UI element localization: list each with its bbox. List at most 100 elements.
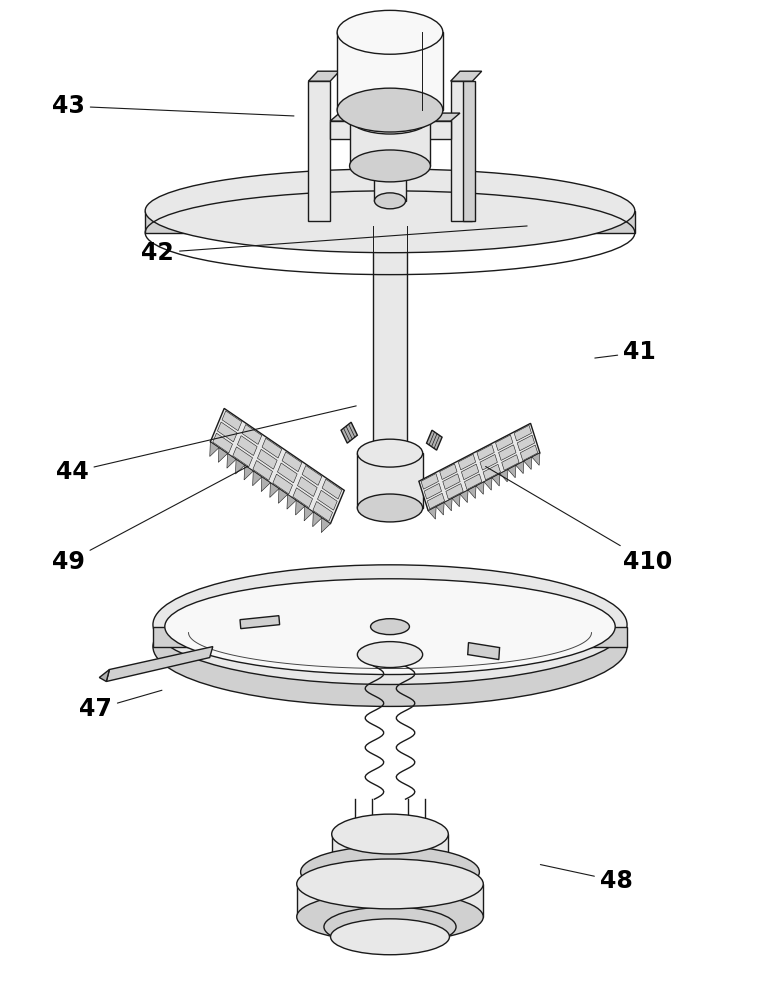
Polygon shape	[262, 438, 282, 458]
Polygon shape	[463, 81, 476, 221]
Ellipse shape	[357, 439, 423, 467]
Polygon shape	[514, 425, 531, 441]
Polygon shape	[444, 498, 452, 511]
Polygon shape	[427, 493, 445, 509]
Polygon shape	[508, 465, 516, 478]
Polygon shape	[296, 884, 484, 917]
Text: 41: 41	[595, 340, 656, 364]
Polygon shape	[270, 483, 279, 497]
Polygon shape	[337, 32, 443, 110]
Ellipse shape	[332, 814, 448, 854]
Polygon shape	[244, 465, 254, 480]
Polygon shape	[99, 670, 109, 681]
Polygon shape	[218, 422, 237, 442]
Ellipse shape	[332, 844, 448, 884]
Polygon shape	[278, 463, 297, 483]
Polygon shape	[374, 161, 406, 201]
Polygon shape	[440, 464, 457, 480]
Polygon shape	[373, 226, 407, 455]
Polygon shape	[520, 445, 537, 461]
Polygon shape	[436, 503, 444, 515]
Ellipse shape	[165, 579, 615, 675]
Polygon shape	[443, 474, 460, 489]
Ellipse shape	[360, 94, 420, 118]
Polygon shape	[218, 448, 228, 462]
Ellipse shape	[374, 153, 406, 169]
Polygon shape	[468, 486, 476, 498]
Ellipse shape	[145, 169, 635, 253]
Polygon shape	[242, 425, 262, 444]
Polygon shape	[330, 121, 451, 139]
Polygon shape	[253, 471, 262, 486]
Polygon shape	[419, 423, 540, 511]
Polygon shape	[308, 71, 339, 81]
Polygon shape	[213, 433, 232, 453]
Polygon shape	[464, 474, 482, 490]
Polygon shape	[428, 507, 436, 519]
Polygon shape	[211, 408, 344, 524]
Polygon shape	[321, 518, 331, 533]
Ellipse shape	[357, 642, 423, 668]
Polygon shape	[480, 454, 498, 470]
Polygon shape	[341, 422, 357, 443]
Polygon shape	[302, 466, 322, 485]
Polygon shape	[502, 455, 519, 470]
Polygon shape	[477, 445, 495, 460]
Text: 410: 410	[486, 467, 672, 574]
Polygon shape	[106, 647, 213, 681]
Polygon shape	[227, 454, 236, 468]
Polygon shape	[451, 81, 473, 221]
Polygon shape	[532, 453, 540, 465]
Polygon shape	[313, 501, 332, 521]
Polygon shape	[278, 489, 288, 503]
Polygon shape	[253, 460, 272, 480]
Polygon shape	[292, 488, 313, 508]
Polygon shape	[516, 461, 524, 474]
Polygon shape	[427, 430, 442, 450]
Polygon shape	[452, 494, 460, 507]
Polygon shape	[257, 449, 277, 469]
Ellipse shape	[331, 919, 449, 955]
Polygon shape	[424, 483, 441, 499]
Ellipse shape	[153, 565, 627, 684]
Polygon shape	[153, 627, 627, 647]
Ellipse shape	[153, 587, 627, 706]
Polygon shape	[360, 106, 420, 118]
Polygon shape	[460, 490, 468, 503]
Ellipse shape	[337, 88, 443, 132]
Polygon shape	[462, 464, 479, 480]
Polygon shape	[476, 482, 484, 494]
Ellipse shape	[324, 907, 456, 947]
Polygon shape	[357, 453, 423, 508]
Polygon shape	[349, 118, 431, 166]
Polygon shape	[236, 459, 245, 474]
Text: 42: 42	[141, 226, 527, 265]
Polygon shape	[332, 834, 448, 864]
Polygon shape	[308, 81, 330, 221]
Polygon shape	[317, 490, 337, 510]
Polygon shape	[495, 435, 513, 451]
Ellipse shape	[296, 859, 484, 909]
Polygon shape	[145, 211, 635, 233]
Polygon shape	[459, 454, 476, 470]
Polygon shape	[492, 474, 500, 486]
Polygon shape	[322, 479, 342, 499]
Ellipse shape	[300, 846, 480, 898]
Polygon shape	[240, 616, 280, 629]
Ellipse shape	[349, 102, 431, 134]
Text: 48: 48	[541, 865, 633, 893]
Polygon shape	[421, 474, 438, 489]
Polygon shape	[524, 457, 532, 469]
Ellipse shape	[337, 10, 443, 54]
Polygon shape	[451, 71, 482, 81]
Ellipse shape	[374, 193, 406, 209]
Text: 43: 43	[52, 94, 294, 118]
Ellipse shape	[349, 150, 431, 182]
Polygon shape	[232, 447, 253, 467]
Polygon shape	[261, 477, 271, 492]
Polygon shape	[273, 474, 292, 494]
Polygon shape	[282, 452, 302, 472]
Polygon shape	[304, 506, 314, 521]
Polygon shape	[498, 445, 516, 460]
Polygon shape	[210, 442, 219, 456]
